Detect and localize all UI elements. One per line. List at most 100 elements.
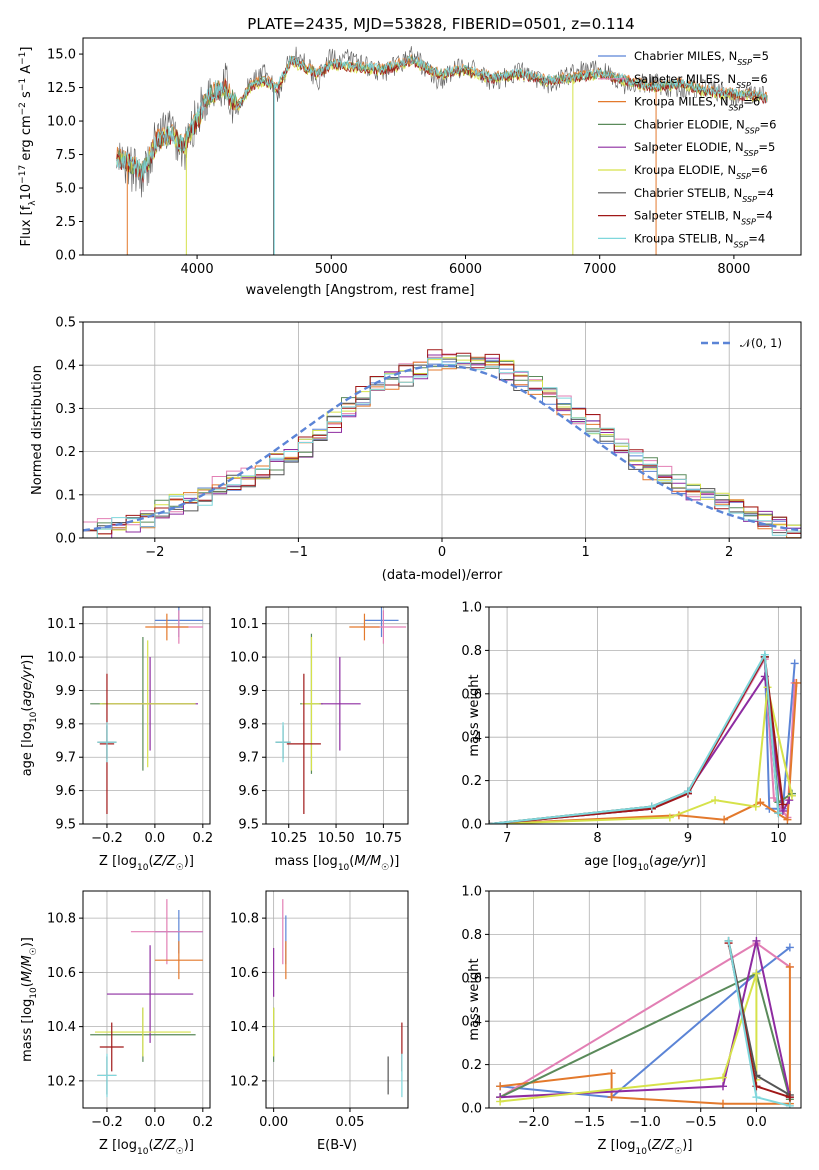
y-axis-label-part: age/yr bbox=[20, 663, 35, 706]
legend-sub: SSP bbox=[736, 172, 751, 181]
y-tick-label: 0.0 bbox=[461, 818, 482, 833]
x-tick-label: 0.2 bbox=[192, 831, 213, 846]
x-tick-label: 7000 bbox=[583, 262, 616, 277]
legend-nssp: =4 bbox=[757, 186, 774, 200]
x-axis-label-part: mass [log bbox=[275, 854, 338, 869]
y-axis-label-part: A bbox=[19, 65, 34, 78]
y-tick-label: 9.6 bbox=[55, 784, 76, 799]
x-axis-label-part: Z/Z bbox=[153, 854, 177, 869]
legend-label: Chabrier MILES, N bbox=[634, 49, 737, 63]
legend-entry: Kroupa MILES, NSSP=6 bbox=[634, 95, 760, 113]
age-vs-Z-frame bbox=[82, 606, 211, 825]
x-tick-label: 0.00 bbox=[259, 1115, 288, 1130]
y-tick-label: 1.0 bbox=[461, 885, 482, 900]
y-axis-label: mass [log10(M/M☉)] bbox=[20, 937, 39, 1062]
x-tick-label: 0.0 bbox=[746, 1115, 767, 1130]
legend-label: Salpeter ELODIE, N bbox=[634, 140, 744, 154]
gaussian-legend-label: 𝒩(0, 1) bbox=[740, 336, 782, 350]
y-axis-label-part: mass [log bbox=[20, 999, 35, 1062]
x-axis-label-part: 10 bbox=[637, 863, 649, 873]
legend-label: Salpeter STELIB, N bbox=[634, 209, 741, 223]
legend-nssp: =5 bbox=[758, 140, 775, 154]
x-axis-label-part: ( bbox=[148, 1138, 153, 1153]
y-tick-label: 10.0 bbox=[47, 651, 76, 666]
y-axis-label-part: −1 bbox=[18, 52, 28, 65]
y-tick-label: 10.1 bbox=[47, 617, 76, 632]
y-axis-label-part: 10 bbox=[29, 987, 39, 999]
y-tick-label: 9.5 bbox=[55, 818, 76, 833]
x-axis-label-part: )] bbox=[184, 1138, 194, 1153]
x-tick-label: −0.5 bbox=[685, 1115, 717, 1130]
x-axis-label: E(B-V) bbox=[317, 1138, 357, 1153]
spectrum-plot-area bbox=[116, 46, 768, 255]
gaussian-curve bbox=[83, 364, 799, 532]
x-axis-label-part: )] bbox=[696, 854, 706, 869]
x-tick-label: 4000 bbox=[181, 262, 214, 277]
y-axis-label-part: erg cm bbox=[19, 115, 34, 164]
y-axis-label-part: −17 bbox=[18, 165, 28, 184]
weight-line bbox=[499, 967, 791, 1105]
y-tick-label: 0.4 bbox=[461, 1015, 482, 1030]
x-tick-label: 10.75 bbox=[365, 831, 402, 846]
legend-entry: Kroupa STELIB, NSSP=4 bbox=[634, 231, 765, 249]
x-tick-label: −2 bbox=[145, 545, 164, 560]
age-vs-Z-axes: −0.2 0.0 0.29.59.69.79.89.910.010.1Z [log1… bbox=[20, 606, 213, 873]
y-tick-label: 2.5 bbox=[55, 215, 76, 230]
y-tick-label: 0.0 bbox=[461, 1102, 482, 1117]
x-tick-label: 10 bbox=[770, 831, 787, 846]
mass-vs-EBV-frame bbox=[265, 890, 409, 1109]
x-tick-label: 9 bbox=[684, 831, 692, 846]
x-axis-label-part: )] bbox=[682, 1138, 692, 1153]
spectrum-axes: 4000 5000 6000 7000 8000 0.0 2.5 5.0 7.5 10.0 12.5… bbox=[18, 37, 802, 298]
y-tick-label: 0.2 bbox=[55, 445, 76, 460]
y-axis-label-part: ( bbox=[20, 982, 35, 987]
legend-nssp: =6 bbox=[760, 117, 777, 131]
y-axis-label-part: 10 bbox=[19, 184, 34, 201]
x-axis-label: Z [log10(Z/Z☉)] bbox=[99, 1138, 194, 1157]
y-tick-label: 10.4 bbox=[47, 1020, 76, 1035]
y-tick-label: 0.8 bbox=[461, 928, 482, 943]
weight-line bbox=[489, 673, 791, 824]
x-axis-label-part: )] bbox=[184, 854, 194, 869]
legend-entry: Kroupa ELODIE, NSSP=6 bbox=[634, 163, 768, 181]
legend-entry: Salpeter MILES, NSSP=6 bbox=[634, 72, 768, 90]
x-axis-label-part: Z [log bbox=[598, 1138, 636, 1153]
weight-vs-Z-plot-area bbox=[496, 936, 794, 1108]
y-axis-label-part: λ bbox=[28, 200, 38, 206]
y-axis-label-part: )] bbox=[20, 655, 35, 665]
y-tick-label: 10.2 bbox=[47, 1074, 76, 1089]
x-axis-label: Z [log10(Z/Z☉)] bbox=[99, 854, 194, 873]
y-axis-label-part: M/M bbox=[20, 955, 35, 982]
x-axis-label: Z [log10(Z/Z☉)] bbox=[598, 1138, 693, 1157]
histogram-step bbox=[83, 357, 801, 538]
weight-line bbox=[500, 946, 791, 1099]
y-tick-label: 10.6 bbox=[230, 966, 259, 981]
x-tick-label: 5000 bbox=[315, 262, 348, 277]
weight-line bbox=[489, 653, 784, 824]
x-axis-label-part: ( bbox=[649, 854, 654, 869]
y-tick-label: 10.1 bbox=[230, 617, 259, 632]
x-tick-label: −0.2 bbox=[91, 1115, 123, 1130]
y-axis-label-part: s bbox=[19, 91, 34, 102]
y-tick-label: 7.5 bbox=[55, 148, 76, 163]
y-tick-label: 0.6 bbox=[461, 971, 482, 986]
y-axis-label: Flux [fλ10−17 erg cm−2 s−1 A−1] bbox=[18, 47, 38, 247]
spectrum-line bbox=[116, 55, 768, 180]
weight-line bbox=[489, 687, 793, 824]
age-vs-mass-plot-area bbox=[275, 607, 407, 814]
mass-vs-EBV-plot-area bbox=[273, 899, 403, 1098]
y-axis-label-part: ( bbox=[20, 707, 35, 712]
legend-nssp: =6 bbox=[743, 95, 760, 109]
y-tick-label: 0.2 bbox=[461, 1058, 482, 1073]
y-axis-label-part: 10 bbox=[29, 711, 39, 723]
legend-nssp: =5 bbox=[752, 49, 769, 63]
x-axis-label-part: Z/Z bbox=[651, 1138, 675, 1153]
spectrum-frame bbox=[82, 37, 802, 256]
legend-sub: SSP bbox=[734, 240, 749, 249]
y-tick-label: 10.0 bbox=[230, 651, 259, 666]
legend-label: Chabrier ELODIE, N bbox=[634, 117, 745, 131]
y-axis-label: age [log10(age/yr)] bbox=[20, 655, 39, 777]
y-tick-label: 0.0 bbox=[55, 532, 76, 547]
x-tick-label: 0.2 bbox=[192, 1115, 213, 1130]
